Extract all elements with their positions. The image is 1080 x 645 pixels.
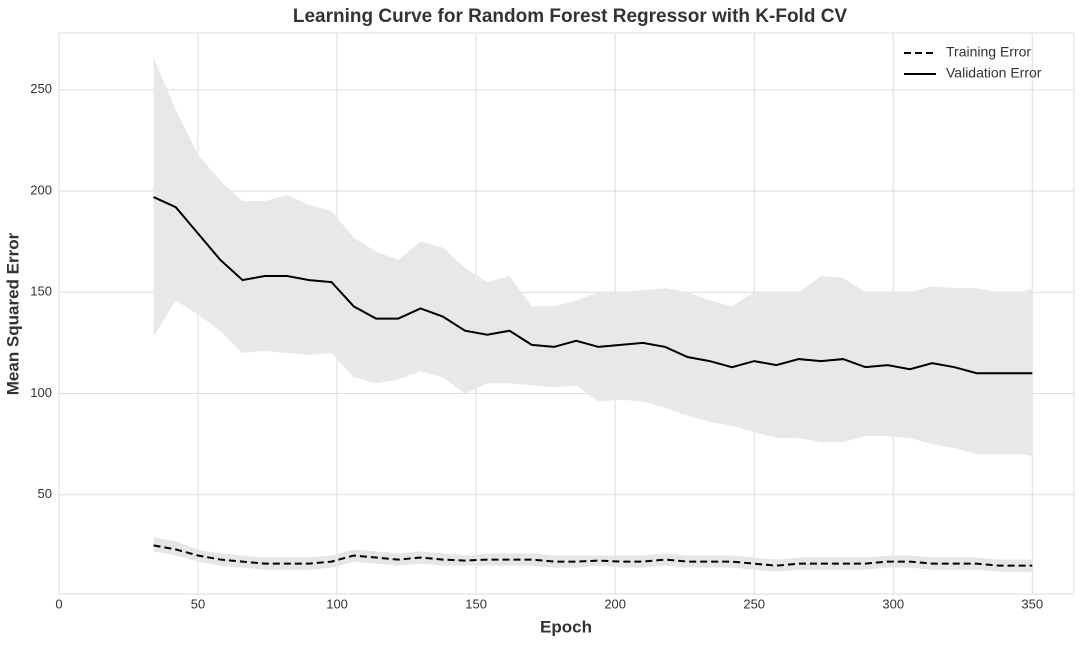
legend-label: Training Error (946, 44, 1031, 60)
chart-title: Learning Curve for Random Forest Regress… (293, 6, 848, 27)
x-tick-label: 300 (882, 596, 904, 611)
x-tick-label: 150 (465, 596, 487, 611)
y-tick-label: 200 (30, 182, 52, 197)
x-tick-label: 50 (191, 596, 205, 611)
x-tick-label: 0 (55, 596, 62, 611)
y-axis-label: Mean Squared Error (3, 232, 22, 395)
y-tick-label: 50 (38, 486, 52, 501)
x-tick-label: 250 (743, 596, 765, 611)
legend: Training Error Validation Error (904, 44, 1042, 81)
series-line (153, 196, 1033, 375)
x-tick-label: 100 (326, 596, 348, 611)
error-band (153, 57, 1033, 457)
y-tick-label: 150 (30, 284, 52, 299)
y-tick-label: 250 (30, 81, 52, 96)
legend-label: Validation Error (946, 65, 1042, 81)
x-axis-label: Epoch (540, 617, 592, 636)
x-tick-label: 350 (1021, 596, 1043, 611)
x-tick-label: 200 (604, 596, 626, 611)
y-tick-label: 100 (30, 385, 52, 400)
